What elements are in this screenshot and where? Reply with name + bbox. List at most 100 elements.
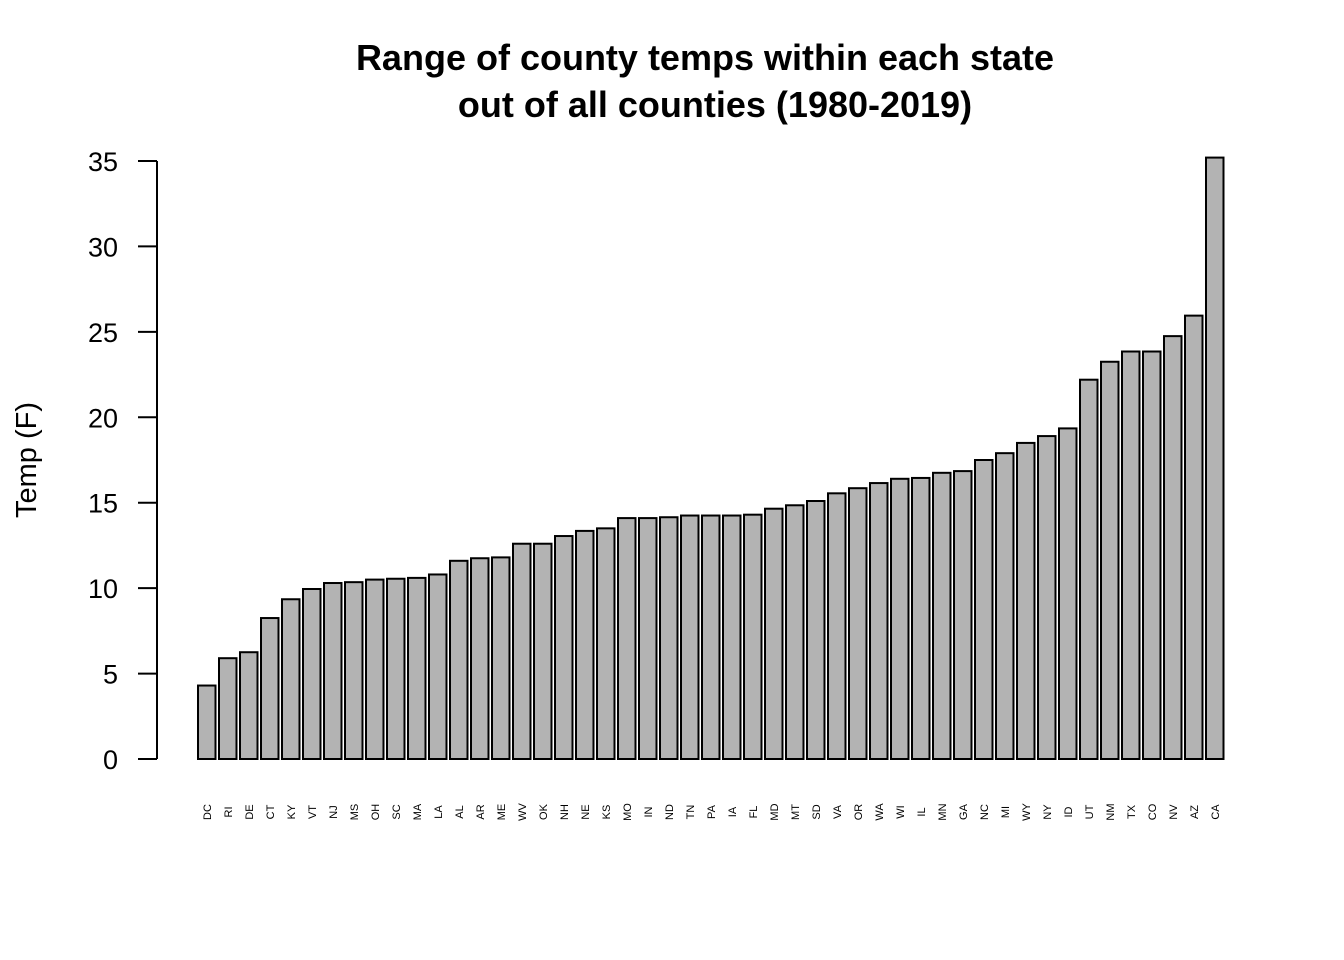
- chart-title-line2: out of all counties (1980-2019): [458, 84, 972, 125]
- bar-id: [1058, 427, 1078, 760]
- bar-nm: [1100, 360, 1120, 760]
- bar-ma: [407, 576, 427, 760]
- bar-fl: [743, 513, 763, 760]
- bar-mn: [932, 471, 952, 760]
- bar-me: [491, 556, 511, 760]
- y-tick-label: 15: [88, 489, 118, 519]
- bar-ga: [953, 470, 973, 760]
- bar-ok: [533, 542, 553, 760]
- x-tick-label: MO: [622, 803, 634, 821]
- x-tick-label: CA: [1210, 804, 1222, 820]
- bar-vt: [302, 587, 322, 760]
- bar-wi: [890, 477, 910, 760]
- x-tick-label: MD: [769, 803, 781, 820]
- bar-ks: [596, 527, 616, 760]
- x-tick-label: VA: [832, 804, 844, 819]
- x-tick-label: WV: [517, 802, 529, 820]
- x-tick-label: DC: [202, 804, 214, 820]
- x-tick-label: RI: [223, 807, 235, 818]
- x-tick-label: NE: [580, 804, 592, 819]
- bar-pa: [701, 514, 721, 760]
- x-tick-label: CO: [1147, 803, 1159, 820]
- x-tick-label: ND: [664, 804, 676, 820]
- x-tick-label: MT: [790, 804, 802, 820]
- y-tick-label: 5: [103, 660, 118, 690]
- x-tick-label: SC: [391, 804, 403, 819]
- bar-ny: [1037, 435, 1057, 760]
- bar-co: [1142, 350, 1162, 760]
- x-tick-label: CT: [265, 804, 277, 819]
- x-tick-label: WI: [895, 805, 907, 818]
- x-tick-label: OK: [538, 803, 550, 820]
- y-tick-label: 35: [88, 147, 118, 177]
- bar-de: [239, 651, 259, 761]
- bar-in: [638, 517, 658, 760]
- x-tick-label: MA: [412, 803, 424, 820]
- x-tick-label: NM: [1105, 803, 1117, 820]
- bar-va: [827, 492, 847, 760]
- bar-mo: [617, 517, 637, 760]
- bar-tx: [1121, 350, 1141, 760]
- category-labels: DC RI DE CT KY VT NJ MS OH SC MA LA AL AR ME WV OK NH NE KS…: [202, 802, 1222, 820]
- x-tick-label: UT: [1084, 804, 1096, 819]
- x-tick-label: PA: [706, 804, 718, 819]
- x-tick-label: NJ: [328, 805, 340, 818]
- x-tick-label: NH: [559, 804, 571, 820]
- x-tick-label: SD: [811, 804, 823, 819]
- bar-ca: [1205, 156, 1225, 760]
- x-tick-label: OR: [853, 804, 865, 821]
- x-tick-label: GA: [958, 803, 970, 820]
- x-tick-label: TX: [1126, 804, 1138, 819]
- bar-ne: [575, 529, 595, 760]
- bar-wa: [869, 482, 889, 760]
- x-tick-label: VT: [307, 805, 319, 819]
- x-tick-label: NV: [1168, 804, 1180, 820]
- bar-ct: [260, 617, 280, 760]
- bar-sc: [386, 577, 406, 761]
- x-tick-label: AR: [475, 804, 487, 819]
- x-tick-label: FL: [748, 806, 760, 819]
- y-tick-label: 30: [88, 232, 118, 262]
- x-tick-label: WY: [1021, 802, 1033, 820]
- bar-md: [764, 507, 784, 760]
- bar-or: [848, 487, 868, 760]
- bar-sd: [806, 500, 826, 760]
- x-tick-label: IL: [916, 807, 928, 816]
- bar-nc: [974, 459, 994, 760]
- bar-la: [428, 573, 448, 761]
- bar-nh: [554, 535, 574, 760]
- bar-oh: [365, 578, 385, 760]
- x-tick-label: AZ: [1189, 805, 1201, 819]
- x-tick-label: IA: [727, 806, 739, 817]
- y-tick-label: 25: [88, 318, 118, 348]
- x-tick-label: ME: [496, 804, 508, 821]
- x-tick-label: MS: [349, 804, 361, 821]
- bar-wy: [1016, 441, 1036, 760]
- y-tick-label: 20: [88, 403, 118, 433]
- bar-wv: [512, 542, 532, 760]
- bars: [197, 156, 1225, 761]
- x-tick-label: AL: [454, 805, 466, 818]
- bar-ri: [218, 657, 238, 760]
- bar-dc: [197, 684, 217, 761]
- bar-ar: [470, 557, 490, 760]
- x-tick-label: MN: [937, 803, 949, 820]
- bar-tn: [680, 514, 700, 760]
- x-tick-label: TN: [685, 805, 697, 820]
- x-tick-label: WA: [874, 803, 886, 821]
- bar-al: [449, 559, 469, 761]
- bar-nd: [659, 516, 679, 760]
- bar-ky: [281, 598, 301, 761]
- x-tick-label: MI: [1000, 806, 1012, 818]
- bar-ms: [344, 581, 364, 760]
- bar-ia: [722, 514, 742, 760]
- bar-mt: [785, 504, 805, 760]
- y-tick-label: 10: [88, 574, 118, 604]
- bar-ut: [1079, 378, 1099, 760]
- y-axis-label: Temp (F): [11, 402, 43, 518]
- bar-il: [911, 476, 931, 760]
- y-axis: 0 5 10 15 20 25 30 35: [88, 147, 158, 775]
- x-tick-label: LA: [433, 805, 445, 819]
- bar-nv: [1163, 335, 1183, 760]
